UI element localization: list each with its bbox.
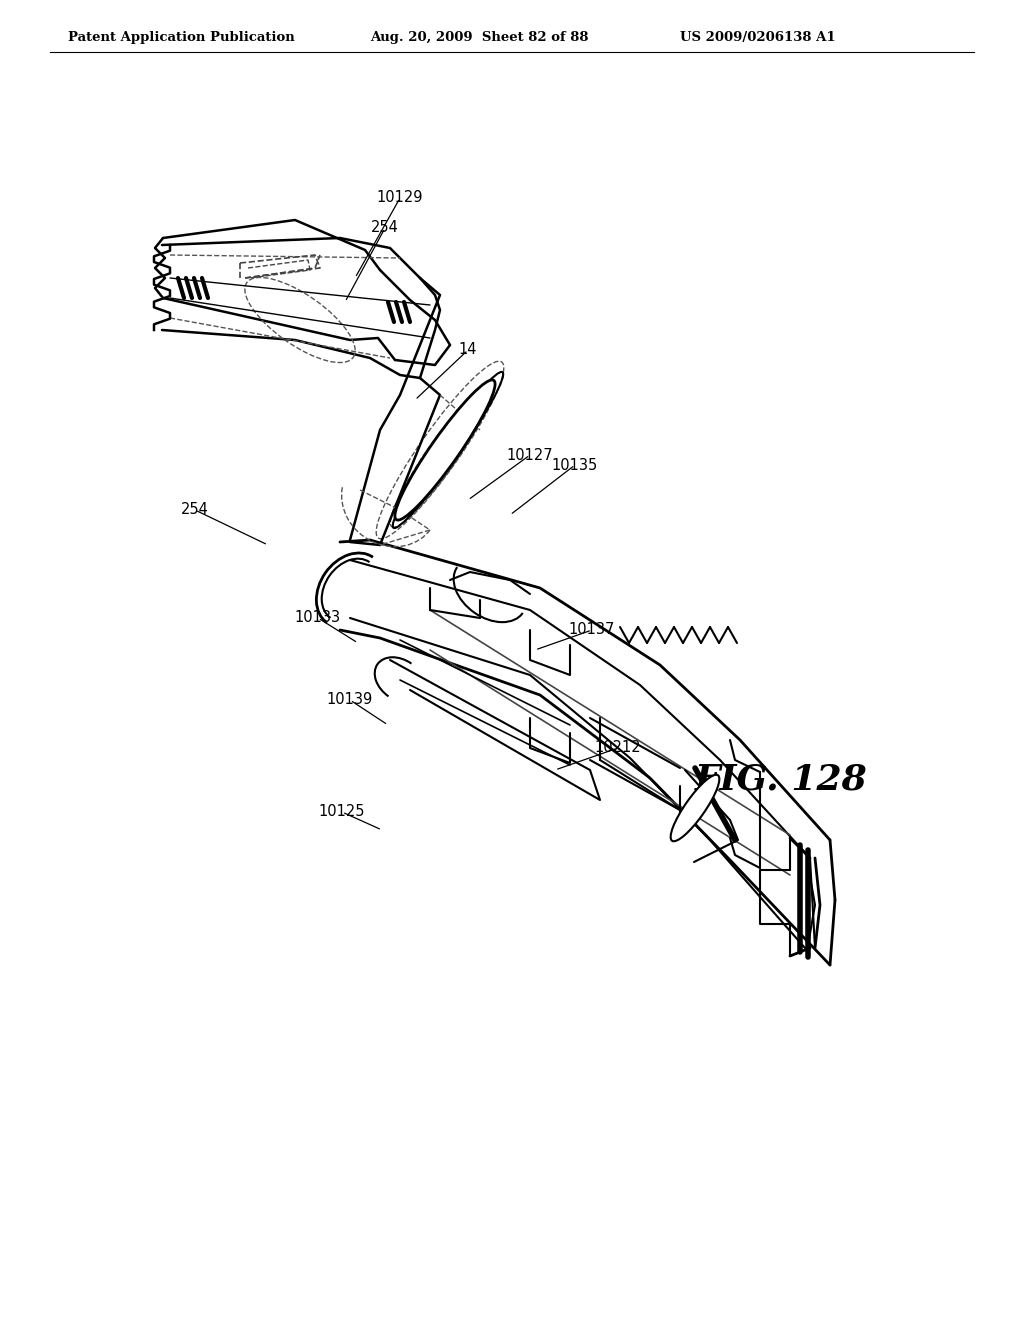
Text: 254: 254 — [371, 220, 399, 235]
Text: Aug. 20, 2009  Sheet 82 of 88: Aug. 20, 2009 Sheet 82 of 88 — [370, 30, 589, 44]
Text: 10133: 10133 — [295, 610, 341, 626]
Text: 10129: 10129 — [377, 190, 423, 206]
Text: 254: 254 — [181, 503, 209, 517]
Text: US 2009/0206138 A1: US 2009/0206138 A1 — [680, 30, 836, 44]
Text: 10212: 10212 — [595, 741, 641, 755]
Text: 14: 14 — [459, 342, 477, 358]
Text: Patent Application Publication: Patent Application Publication — [68, 30, 295, 44]
Text: 10127: 10127 — [507, 447, 553, 462]
Text: 10125: 10125 — [318, 804, 366, 820]
Ellipse shape — [395, 380, 495, 520]
Text: 10135: 10135 — [552, 458, 598, 473]
Ellipse shape — [408, 401, 478, 499]
Ellipse shape — [671, 775, 720, 841]
Text: 10139: 10139 — [327, 693, 373, 708]
Text: FIG. 128: FIG. 128 — [695, 763, 867, 797]
Text: 10137: 10137 — [568, 623, 615, 638]
